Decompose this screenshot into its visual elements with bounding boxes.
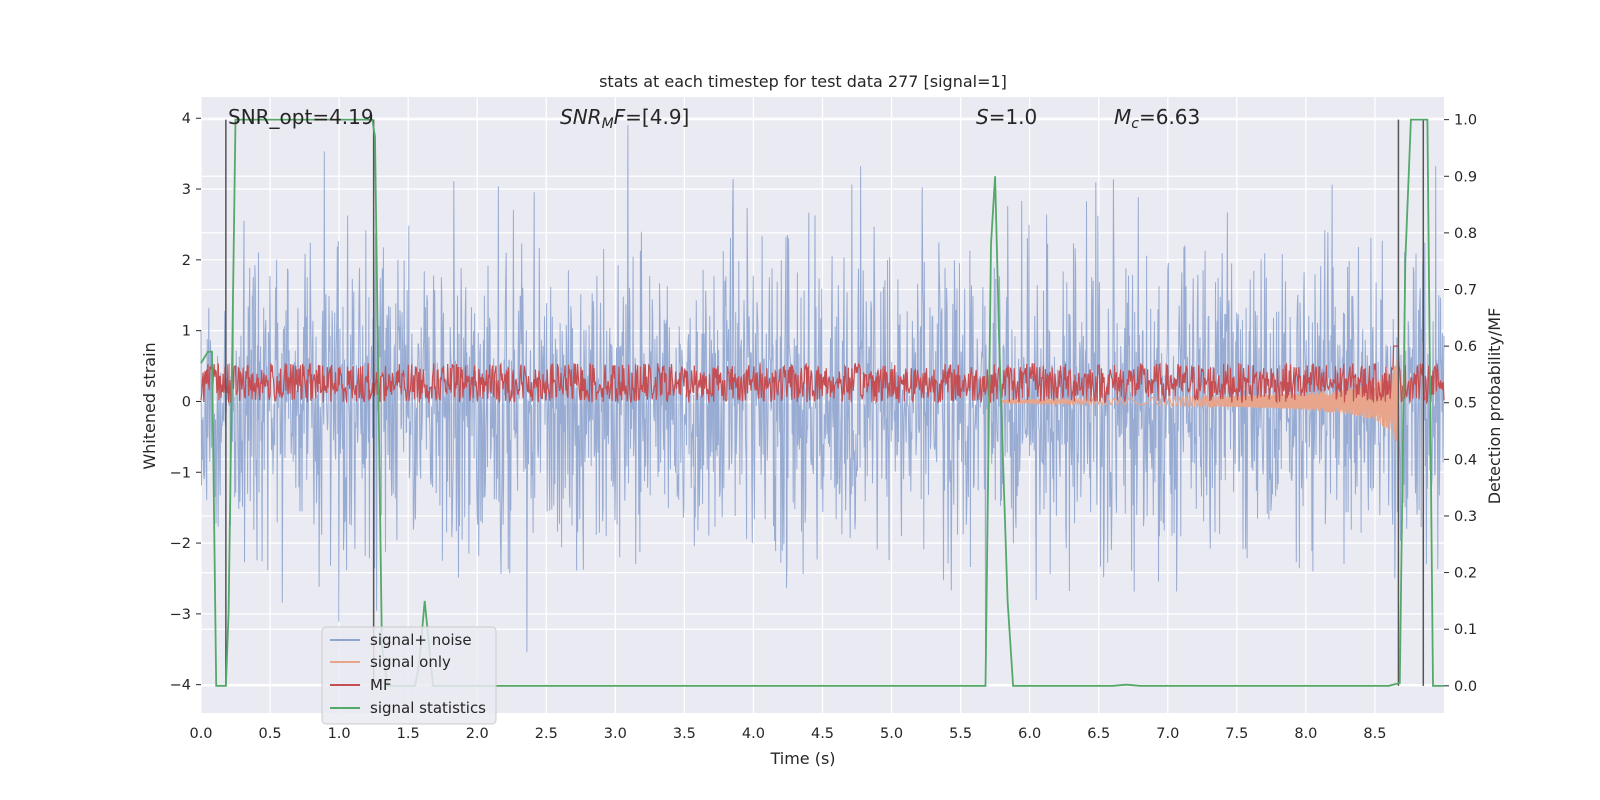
y2-tick-label: 0.3 bbox=[1454, 509, 1477, 525]
series-mf bbox=[200, 345, 1445, 405]
y2-tick-label: 0.5 bbox=[1454, 396, 1477, 412]
y-ticks: 4 3 2 1 0 −1 −2 −3 −4 bbox=[170, 111, 201, 694]
x-tick-label: 8.0 bbox=[1294, 726, 1317, 742]
series-signal-only bbox=[1001, 358, 1398, 442]
y-axis-label: Whitened strain bbox=[140, 342, 159, 469]
x-tick-label: 3.5 bbox=[673, 726, 696, 742]
snr-mf-tail: F bbox=[614, 105, 626, 129]
y-tick-label: −3 bbox=[170, 607, 191, 623]
y2-tick-label: 0.1 bbox=[1454, 622, 1477, 638]
x-tick-label: 5.5 bbox=[949, 726, 972, 742]
y-tick-label: 2 bbox=[182, 253, 191, 269]
y2-axis-label: Detection probability/MF bbox=[1485, 308, 1504, 505]
annotation-mc: Mc=6.63 bbox=[1114, 105, 1200, 132]
x-tick-label: 4.0 bbox=[742, 726, 765, 742]
x-tick-label: 7.0 bbox=[1156, 726, 1179, 742]
y-tick-label: 4 bbox=[182, 111, 191, 127]
legend-label-signal-noise: signal+ noise bbox=[370, 631, 472, 649]
snr-mf-symbol: SNR bbox=[560, 105, 602, 129]
x-tick-label: 6.5 bbox=[1087, 726, 1110, 742]
y-tick-label: 1 bbox=[182, 324, 191, 340]
legend-label-signal-only: signal only bbox=[370, 653, 451, 671]
x-tick-label: 0.5 bbox=[259, 726, 282, 742]
mc-symbol: M bbox=[1114, 105, 1131, 129]
y2-tick-label: 0.8 bbox=[1454, 226, 1477, 242]
x-tick-label: 6.0 bbox=[1018, 726, 1041, 742]
legend-box bbox=[321, 626, 497, 725]
x-tick-label: 2.5 bbox=[535, 726, 558, 742]
y2-tick-label: 0.9 bbox=[1454, 169, 1477, 185]
mf-line bbox=[200, 345, 1445, 405]
series-signal-noise bbox=[200, 125, 1445, 653]
s-symbol: S bbox=[976, 105, 989, 129]
x-tick-label: 8.5 bbox=[1363, 726, 1386, 742]
x-tick-label: 0.0 bbox=[189, 726, 212, 742]
y2-tick-label: 0.4 bbox=[1454, 452, 1477, 468]
y2-ticks: 1.0 0.9 0.8 0.7 0.6 0.5 0.4 0.3 0.2 0.1 0.0 bbox=[1444, 113, 1477, 695]
chart-title: stats at each timestep for test data 277… bbox=[599, 72, 1007, 91]
y-tick-label: 3 bbox=[182, 182, 191, 198]
y2-tick-label: 0.0 bbox=[1454, 679, 1477, 695]
legend: signal+ noise signal only MF signal stat… bbox=[321, 626, 497, 725]
y2-tick-label: 1.0 bbox=[1454, 113, 1477, 129]
y-tick-label: −2 bbox=[170, 536, 191, 552]
x-ticks: 0.0 0.5 1.0 1.5 2.0 2.5 3.0 3.5 4.0 4.5 5.0 5.5 6.0 6… bbox=[189, 726, 1386, 742]
mc-subscript: c bbox=[1131, 116, 1139, 132]
x-tick-label: 7.5 bbox=[1225, 726, 1248, 742]
y2-tick-label: 0.7 bbox=[1454, 283, 1477, 299]
x-tick-label: 5.0 bbox=[880, 726, 903, 742]
x-tick-label: 2.0 bbox=[466, 726, 489, 742]
x-tick-label: 3.0 bbox=[604, 726, 627, 742]
snr-mf-subscript: M bbox=[602, 116, 614, 132]
y2-tick-label: 0.6 bbox=[1454, 339, 1477, 355]
annotation-snr-mf: SNRMF=[4.9] bbox=[560, 105, 689, 132]
y2-tick-label: 0.2 bbox=[1454, 566, 1477, 582]
x-tick-label: 1.5 bbox=[397, 726, 420, 742]
annotation-snr-opt: SNR_opt=4.19 bbox=[228, 105, 374, 129]
annotation-s: S=1.0 bbox=[976, 105, 1037, 129]
mc-value: =6.63 bbox=[1139, 105, 1200, 129]
snr-mf-value: =[4.9] bbox=[625, 105, 689, 129]
x-tick-label: 1.0 bbox=[328, 726, 351, 742]
vertical-lines bbox=[225, 119, 1425, 686]
x-axis-label: Time (s) bbox=[769, 749, 835, 768]
signal-only-line bbox=[1001, 358, 1398, 442]
y-tick-label: −1 bbox=[170, 465, 191, 481]
s-value: =1.0 bbox=[989, 105, 1038, 129]
y-tick-label: 0 bbox=[182, 394, 191, 410]
legend-label-signal-statistics: signal statistics bbox=[370, 699, 486, 717]
signal-noise-line bbox=[200, 125, 1445, 653]
legend-label-mf: MF bbox=[370, 676, 392, 694]
y-tick-label: −4 bbox=[170, 678, 191, 694]
x-tick-label: 4.5 bbox=[811, 726, 834, 742]
